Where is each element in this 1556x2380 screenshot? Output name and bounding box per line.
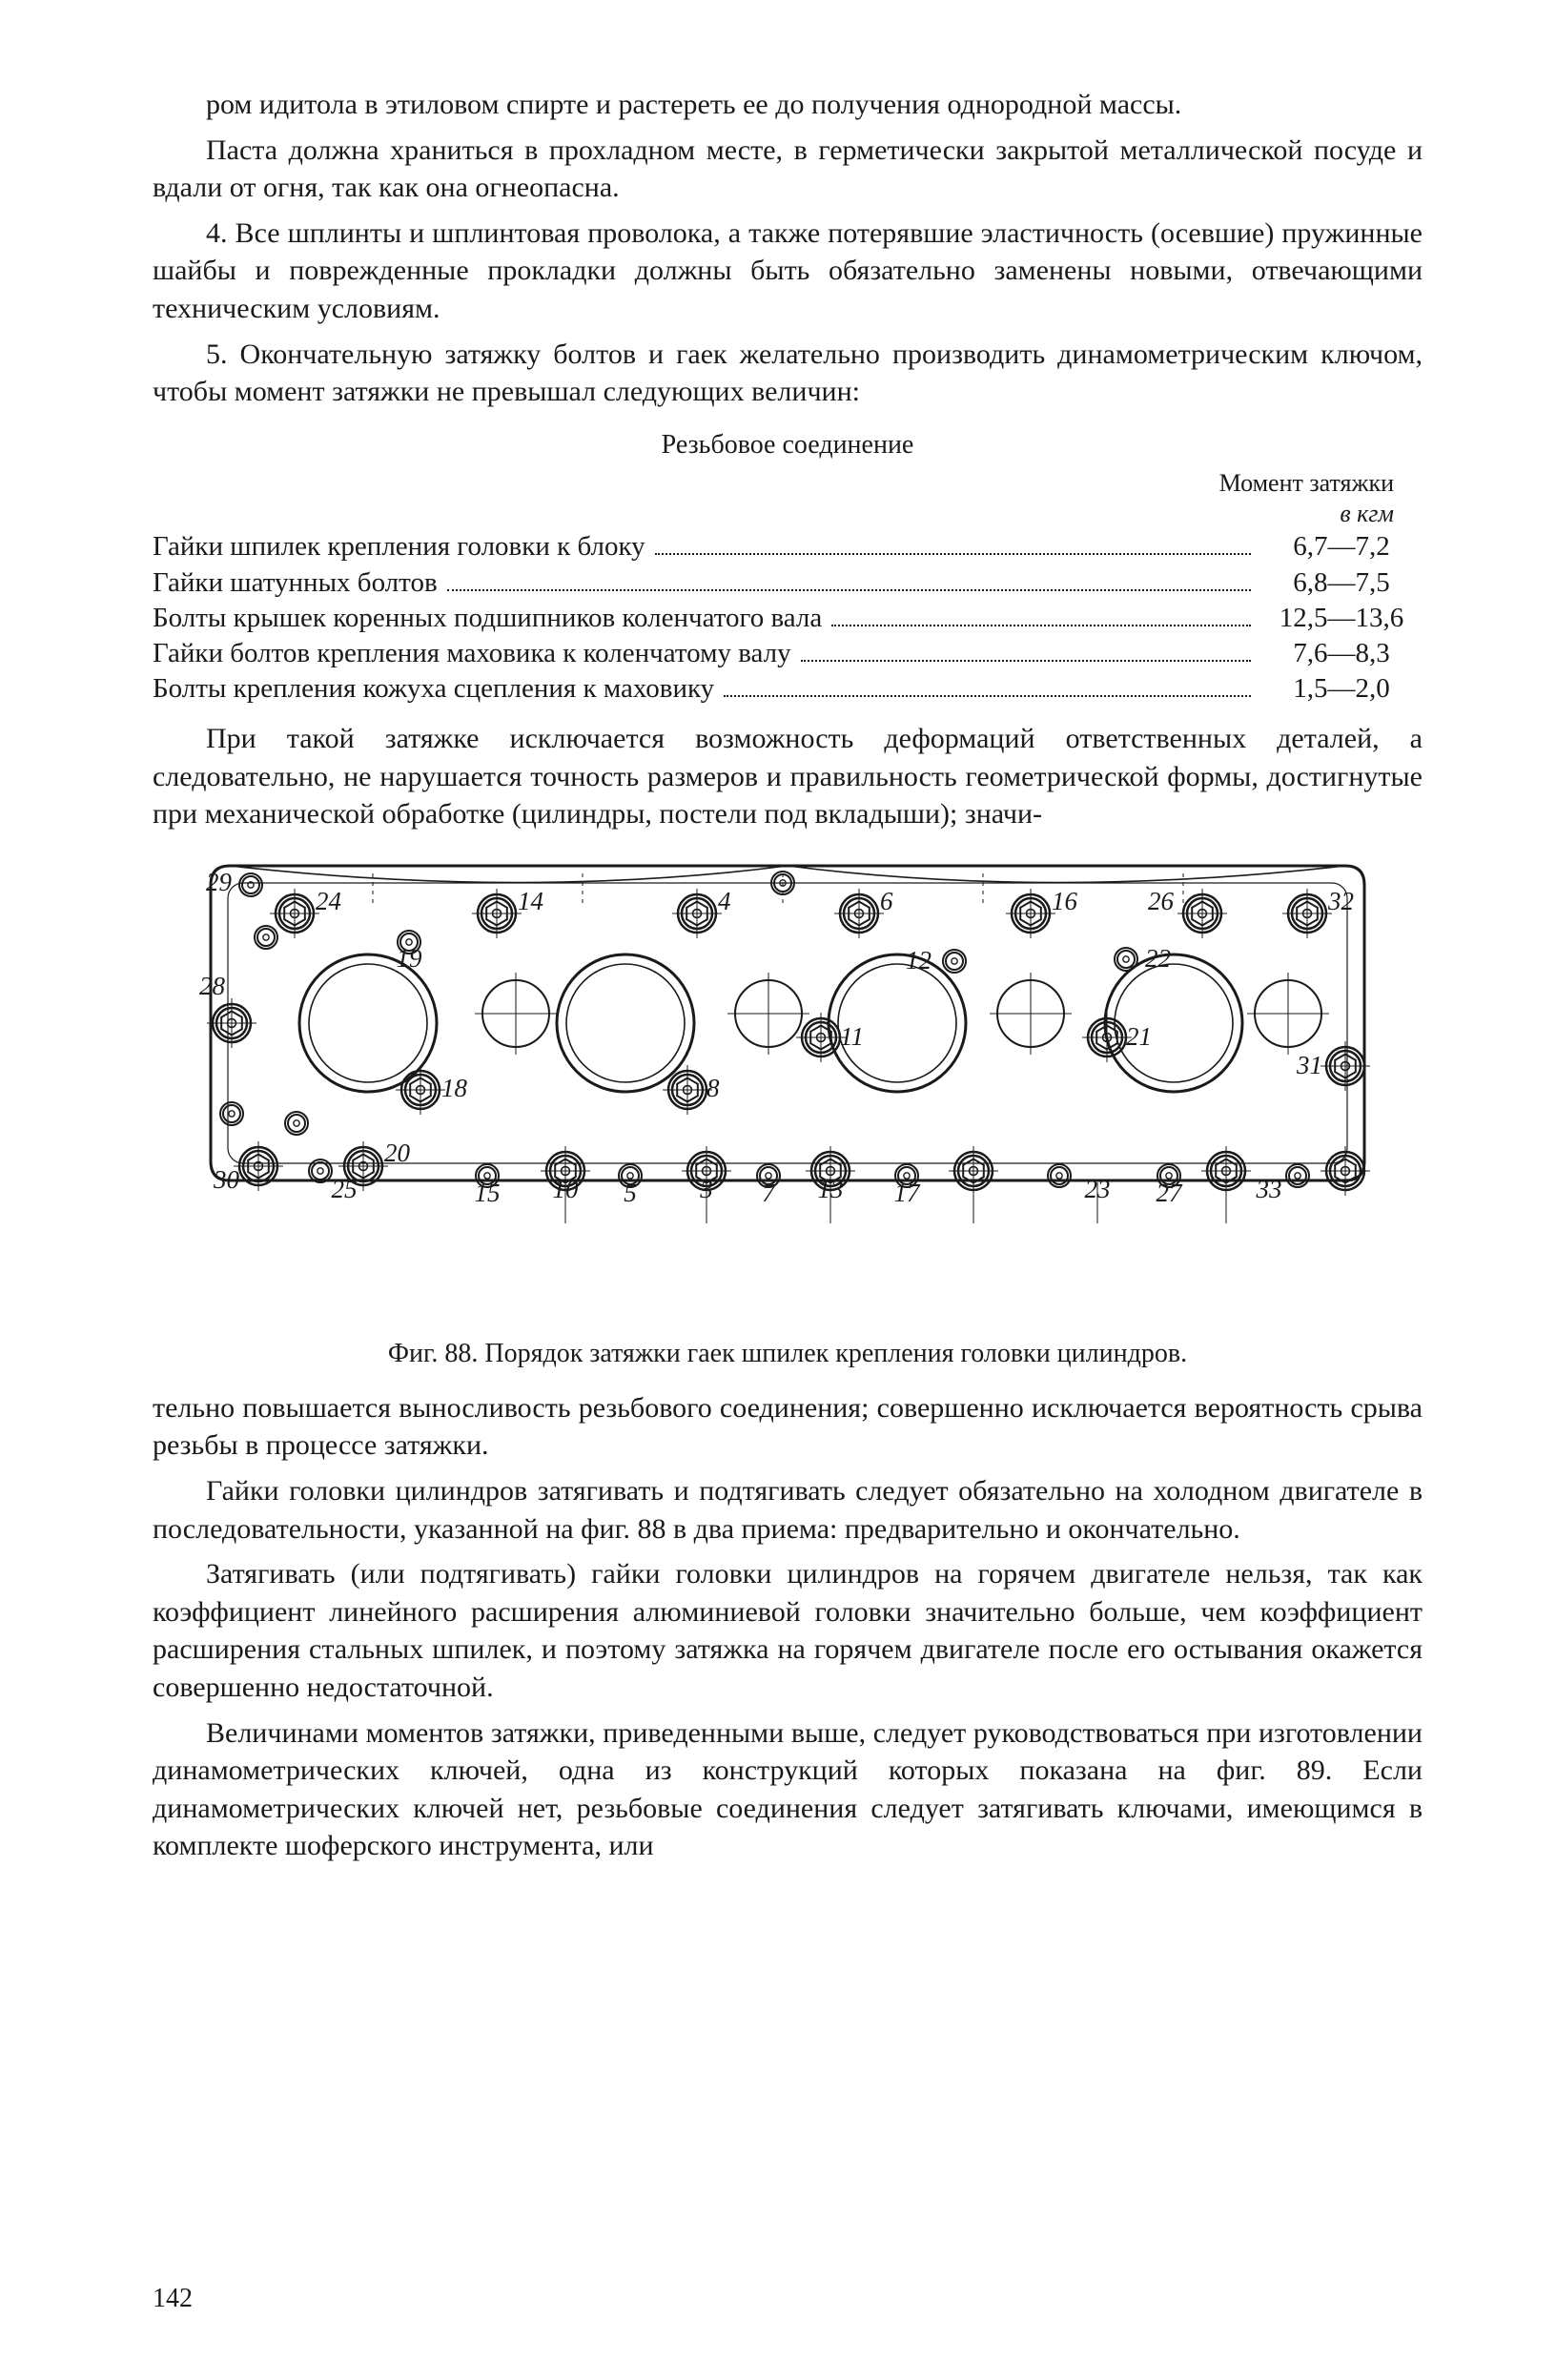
svg-text:19: 19 — [397, 944, 423, 973]
svg-text:8: 8 — [706, 1074, 720, 1102]
leader-dots — [655, 531, 1251, 555]
torque-label: Гайки шатунных болтов — [153, 565, 438, 601]
moment-header-2: в кгм — [153, 500, 1394, 528]
svg-text:24: 24 — [316, 887, 341, 915]
torque-value: 1,5—2,0 — [1260, 671, 1423, 707]
svg-text:33: 33 — [1256, 1175, 1282, 1203]
moment-header-1: Момент затяжки — [153, 469, 1394, 498]
svg-text:31: 31 — [1296, 1051, 1322, 1079]
svg-text:11: 11 — [840, 1022, 864, 1051]
para-3: 4. Все шплинты и шплинтовая проволока, а… — [153, 215, 1423, 328]
torque-label: Болты крепления кожуха сцепления к махов… — [153, 671, 714, 707]
page-number: 142 — [153, 2282, 193, 2317]
torque-value: 7,6—8,3 — [1260, 636, 1423, 671]
svg-text:17: 17 — [894, 1179, 922, 1207]
svg-text:12: 12 — [906, 946, 932, 975]
para-5: При такой затяжке исключается возможност… — [153, 720, 1423, 833]
para-8: Затягивать (или подтягивать) гайки голов… — [153, 1555, 1423, 1706]
torque-label: Гайки болтов крепления маховика к коленч… — [153, 636, 791, 671]
svg-text:15: 15 — [475, 1179, 501, 1207]
svg-text:28: 28 — [199, 972, 226, 1000]
torque-label: Гайки шпилек крепления головки к блоку — [153, 529, 645, 564]
svg-text:14: 14 — [518, 887, 543, 915]
torque-row: Гайки болтов крепления маховика к коленч… — [153, 636, 1423, 671]
svg-text:32: 32 — [1327, 887, 1354, 915]
svg-text:5: 5 — [624, 1179, 637, 1207]
torque-value: 6,7—7,2 — [1260, 529, 1423, 564]
svg-text:20: 20 — [384, 1139, 411, 1167]
svg-text:16: 16 — [1052, 887, 1078, 915]
para-6: тельно повышается выносливость резьбовог… — [153, 1389, 1423, 1465]
para-9: Величинами моментов затяжки, приведенным… — [153, 1714, 1423, 1865]
para-1: ром идитола в этиловом спирте и растерет… — [153, 86, 1423, 124]
torque-row: Болты крепления кожуха сцепления к махов… — [153, 671, 1423, 707]
torque-value: 6,8—7,5 — [1260, 565, 1423, 601]
svg-text:7: 7 — [762, 1179, 776, 1207]
figure-88-caption: Фиг. 88. Порядок затяжки гаек шпилек кре… — [153, 1337, 1423, 1372]
torque-value: 12,5—13,6 — [1260, 601, 1423, 636]
torque-label: Болты крышек коренных подшипников коленч… — [153, 601, 822, 636]
svg-text:30: 30 — [213, 1165, 240, 1194]
figure-88-svg: 2414461626322818811213130201031323332919… — [173, 847, 1402, 1323]
leader-dots — [724, 673, 1251, 697]
svg-text:29: 29 — [206, 868, 233, 896]
leader-dots — [801, 638, 1251, 662]
table-title: Резьбовое соединение — [153, 428, 1423, 463]
para-2: Паста должна храниться в прохладном мест… — [153, 132, 1423, 207]
torque-row: Болты крышек коренных подшипников коленч… — [153, 601, 1423, 636]
svg-text:22: 22 — [1145, 944, 1171, 973]
para-7: Гайки головки цилиндров затягивать и под… — [153, 1472, 1423, 1548]
torque-row: Гайки шпилек крепления головки к блоку 6,… — [153, 529, 1423, 564]
svg-text:25: 25 — [332, 1175, 358, 1203]
svg-text:26: 26 — [1148, 887, 1175, 915]
para-4: 5. Окончательную затяжку болтов и гаек ж… — [153, 336, 1423, 411]
leader-dots — [831, 603, 1251, 626]
torque-row: Гайки шатунных болтов 6,8—7,5 — [153, 565, 1423, 601]
page: ром идитола в этиловом спирте и растерет… — [0, 0, 1556, 2380]
figure-88: 2414461626322818811213130201031323332919… — [173, 847, 1402, 1323]
svg-text:21: 21 — [1126, 1022, 1152, 1051]
svg-text:27: 27 — [1157, 1179, 1184, 1207]
svg-text:4: 4 — [718, 887, 731, 915]
torque-table: Гайки шпилек крепления головки к блоку 6,… — [153, 529, 1423, 707]
leader-dots — [447, 566, 1251, 590]
svg-text:6: 6 — [880, 887, 893, 915]
svg-text:18: 18 — [441, 1074, 468, 1102]
